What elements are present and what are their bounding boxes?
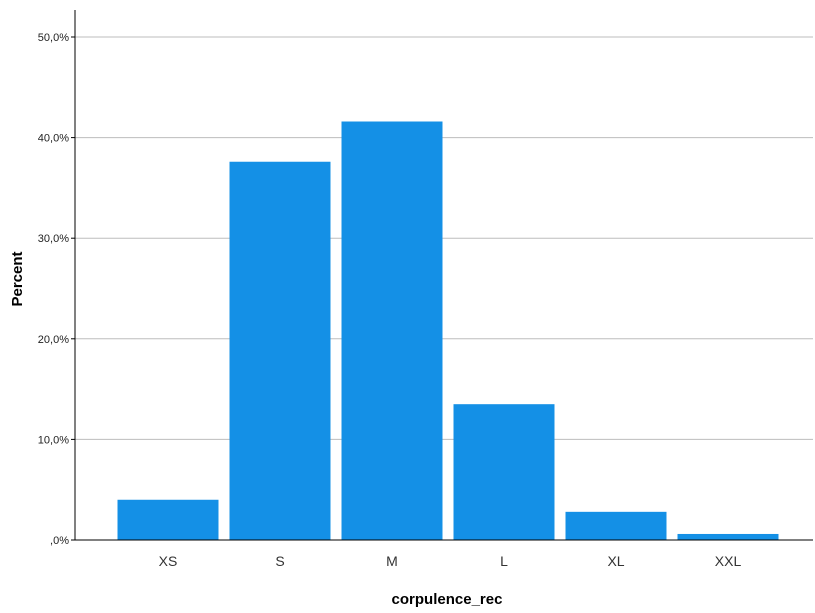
y-axis-label: Percent bbox=[9, 251, 26, 306]
x-tick-label: L bbox=[500, 553, 508, 569]
x-tick-label: M bbox=[386, 553, 398, 569]
x-tick-label: S bbox=[275, 553, 284, 569]
gridlines bbox=[75, 36, 813, 440]
x-tick-label: XS bbox=[159, 553, 178, 569]
x-tick-label: XL bbox=[607, 553, 624, 569]
y-tick-label: 10,0% bbox=[38, 434, 69, 446]
y-tick-labels: ,0% 10,0% 20,0% 30,0% 40,0% 50,0% bbox=[38, 32, 75, 547]
x-axis-label: corpulence_rec bbox=[392, 591, 503, 608]
y-tick-label: ,0% bbox=[50, 535, 69, 547]
y-tick-label: 40,0% bbox=[38, 133, 69, 145]
bar-l bbox=[453, 404, 555, 540]
bar-s bbox=[229, 161, 331, 540]
bar-xl bbox=[565, 511, 667, 540]
y-tick-label: 50,0% bbox=[38, 32, 69, 44]
y-tick-label: 20,0% bbox=[38, 334, 69, 346]
bar-m bbox=[341, 121, 443, 540]
x-tick-labels: XS S M L XL XXL bbox=[159, 553, 742, 569]
bar-xxl bbox=[677, 533, 779, 540]
x-tick-label: XXL bbox=[715, 553, 742, 569]
y-tick-label: 30,0% bbox=[38, 233, 69, 245]
bar-xs bbox=[117, 499, 219, 540]
bars bbox=[117, 121, 779, 540]
